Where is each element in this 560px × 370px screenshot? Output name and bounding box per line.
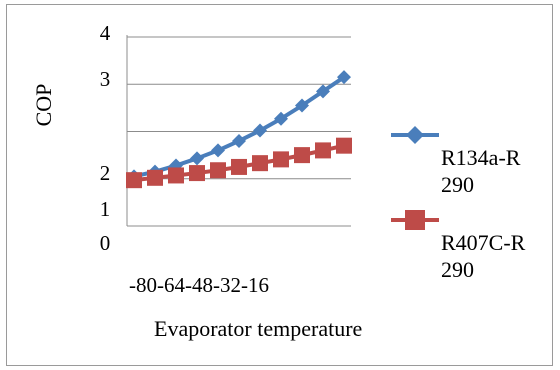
legend-label: R407C-R 290 [441, 230, 526, 282]
data-point [315, 142, 331, 159]
x-axis-title: Evaporator temperature [154, 316, 362, 341]
axes [126, 35, 351, 227]
series-1 [126, 137, 352, 189]
data-point [253, 123, 267, 138]
data-point [210, 162, 226, 179]
data-point [211, 143, 225, 158]
legend-item-1: R407C-R 290 [391, 210, 526, 282]
data-point [295, 98, 309, 113]
series [126, 70, 352, 189]
data-point [316, 84, 330, 99]
legend-item-0: R134a-R 290 [391, 126, 521, 197]
data-point [273, 151, 289, 168]
y-tick-label-1: 1 [100, 197, 111, 221]
x-axis-tick-labels: -80-64-48-32-16 [129, 273, 269, 297]
data-point [232, 133, 246, 148]
y-tick-label-3: 3 [100, 67, 111, 91]
chart-svg: 0 1 2 3 4 -80-64-48-32-16 COP Evaporator tem… [31, 21, 526, 341]
y-axis-ticks: 0 1 2 3 4 [100, 21, 111, 255]
data-point [168, 167, 184, 184]
data-point [147, 169, 163, 186]
data-point [274, 111, 288, 126]
data-point [231, 158, 247, 175]
data-point [294, 147, 310, 164]
data-point [252, 155, 268, 172]
legend-label: R134a-R 290 [441, 145, 521, 197]
y-axis-title: COP [31, 84, 56, 127]
chart-frame: 0 1 2 3 4 -80-64-48-32-16 COP Evaporator tem… [6, 4, 553, 366]
y-tick-label-2: 2 [100, 161, 111, 185]
legend-marker [406, 126, 424, 144]
gridlines [127, 36, 351, 180]
legend-marker [405, 210, 425, 230]
data-point [189, 165, 205, 182]
data-point [337, 70, 351, 85]
legend: R134a-R 290 R407C-R 290 [391, 126, 526, 282]
y-tick-label-0: 0 [100, 231, 111, 255]
data-point [126, 172, 142, 189]
data-point [190, 151, 204, 166]
y-tick-label-4: 4 [100, 21, 111, 45]
data-point [336, 137, 352, 154]
